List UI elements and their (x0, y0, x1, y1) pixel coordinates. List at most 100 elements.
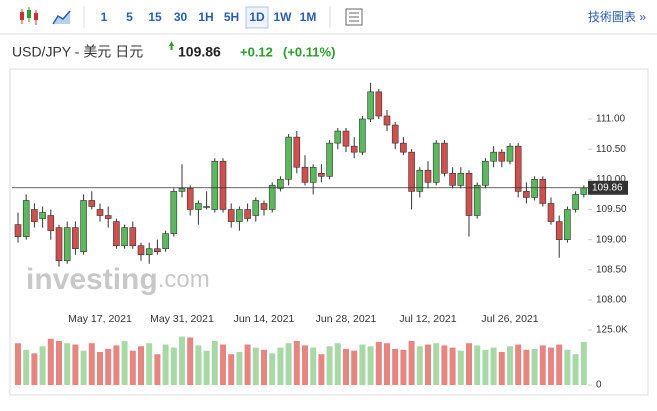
candle-body (367, 91, 374, 120)
volume-bar (269, 353, 276, 385)
candle-body (186, 188, 194, 210)
candle-body (137, 245, 145, 256)
volume-bar (244, 344, 251, 385)
candle-body (391, 124, 399, 144)
x-tick-label: May 31, 2021 (150, 313, 214, 325)
interval-button[interactable]: 30 (174, 10, 188, 24)
candle-body (113, 221, 120, 246)
y-tick-label: 110.00 (596, 174, 626, 185)
candle-body (318, 172, 325, 177)
x-tick-label: Jul 26, 2021 (481, 313, 538, 325)
interval-button[interactable]: 1 (101, 10, 108, 24)
volume-bar (97, 352, 103, 385)
volume-bar (80, 350, 87, 385)
volume-bar (515, 344, 522, 385)
candle-body (211, 160, 219, 210)
candle-body (293, 136, 301, 168)
interval-button[interactable]: 5H (224, 10, 239, 24)
volume-bar (195, 345, 202, 385)
candle-body (121, 227, 128, 246)
volume-bar (433, 343, 440, 385)
candle-body (227, 209, 235, 222)
candle-body (47, 215, 55, 231)
y-tick-label: 109.50 (596, 204, 627, 215)
volume-bar (220, 344, 226, 385)
volume-bar (523, 349, 530, 385)
volume-bar (129, 350, 136, 385)
interval-button[interactable]: 5 (126, 10, 133, 24)
volume-bar (154, 354, 161, 385)
volume-bar (457, 350, 464, 385)
change-pct: (+0.11%) (283, 44, 335, 59)
candle-body (22, 200, 30, 237)
y-tick-label: 110.50 (596, 144, 626, 155)
volume-bar (39, 346, 46, 385)
volume-bar (326, 346, 333, 385)
candle-body (154, 248, 161, 253)
candle-body (14, 224, 22, 237)
price: 109.86 (178, 44, 221, 60)
candle-body (145, 248, 153, 256)
candle-body (359, 118, 366, 153)
volume-bar (490, 347, 497, 385)
area-icon[interactable] (52, 10, 71, 25)
volume-bar (466, 343, 472, 385)
volume-bar (474, 345, 481, 385)
volume-bar (507, 346, 513, 385)
volume-bar (170, 347, 177, 385)
candle-body (490, 151, 497, 162)
volume-bar (88, 343, 95, 385)
candle-body (416, 169, 424, 192)
volume-bar (302, 345, 308, 385)
volume-bar (425, 344, 431, 385)
candle-body (400, 142, 407, 153)
candle-body (580, 187, 588, 195)
volume-bar (416, 346, 423, 385)
table-icon[interactable] (345, 8, 363, 26)
candle-body (465, 172, 473, 216)
candle-body (547, 203, 555, 222)
volume-bar (105, 348, 112, 385)
tech-chart-link[interactable]: 技術圖表 » (588, 10, 646, 24)
candle-body (449, 172, 456, 186)
candle-body (342, 130, 350, 147)
candle-body (277, 179, 284, 189)
candle-body (408, 151, 415, 192)
volume-bar (56, 341, 62, 385)
candle-body (457, 172, 465, 186)
candle-body (260, 203, 268, 210)
interval-button[interactable]: 1D (249, 10, 265, 24)
watermark: investing.com (26, 263, 210, 296)
candle-body (170, 191, 178, 234)
volume-bar (449, 347, 456, 385)
candle-body (178, 188, 186, 192)
volume-bar (441, 345, 448, 385)
volume-bar (310, 347, 317, 385)
candle-body (539, 179, 547, 204)
volume-bar (334, 343, 341, 385)
interval-button[interactable]: 1M (300, 10, 317, 24)
interval-button[interactable]: 1W (274, 10, 293, 24)
candle-body (350, 145, 358, 153)
volume-bar (367, 346, 374, 385)
volume-bar (138, 346, 144, 385)
candle-body (309, 166, 317, 183)
volume-bar (121, 341, 128, 385)
volume-bar (113, 345, 120, 385)
candle-icon[interactable] (20, 7, 38, 25)
interval-button[interactable]: 15 (148, 10, 162, 24)
candle-body (219, 160, 227, 210)
candle-body (564, 209, 571, 240)
chart-frame (9, 68, 649, 396)
candle-body (252, 200, 260, 216)
interval-button[interactable]: 1H (198, 10, 213, 24)
watermark-suffix: .com (158, 266, 210, 293)
volume-bar (580, 341, 587, 385)
volume-bar (285, 343, 292, 385)
volume-bar (400, 349, 407, 385)
volume-bar (482, 349, 489, 385)
y-tick-label: 109.00 (596, 234, 627, 245)
volume-tick-label: 0 (596, 380, 602, 391)
volume-bar (548, 347, 554, 385)
candle-body (285, 136, 292, 180)
